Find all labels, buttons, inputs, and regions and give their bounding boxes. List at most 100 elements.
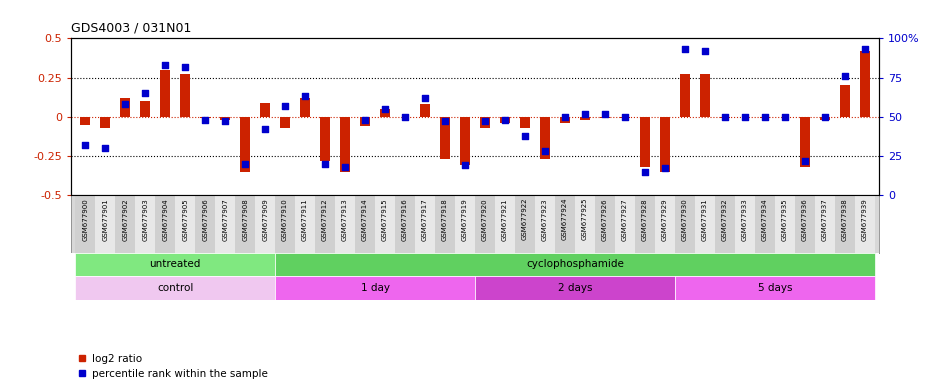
Legend: log2 ratio, percentile rank within the sample: log2 ratio, percentile rank within the s… (76, 354, 268, 379)
Text: GSM677933: GSM677933 (742, 198, 748, 241)
Text: GSM677924: GSM677924 (562, 198, 568, 240)
Bar (520, 117, 530, 128)
Bar (714, 195, 735, 253)
Bar (515, 195, 535, 253)
Bar (800, 117, 809, 167)
Bar (599, 117, 610, 118)
Text: GSM677936: GSM677936 (802, 198, 808, 241)
Point (198, 117, 213, 123)
Bar (535, 195, 555, 253)
Text: GSM677904: GSM677904 (162, 198, 168, 240)
Bar (200, 117, 210, 118)
Bar (855, 195, 875, 253)
Point (98, 145, 113, 151)
Bar (495, 195, 515, 253)
Text: GSM677932: GSM677932 (722, 198, 728, 240)
Text: GSM677929: GSM677929 (662, 198, 668, 240)
Text: GSM677928: GSM677928 (642, 198, 648, 240)
Point (518, 132, 533, 139)
Bar (615, 195, 635, 253)
Point (598, 111, 613, 117)
Bar (375, 195, 395, 253)
Bar (315, 195, 335, 253)
Text: GSM677908: GSM677908 (242, 198, 248, 241)
Bar (420, 104, 430, 117)
Bar (75, 195, 95, 253)
Bar (360, 117, 370, 126)
Bar (440, 117, 450, 159)
Text: GSM677926: GSM677926 (602, 198, 608, 240)
Text: GSM677914: GSM677914 (362, 198, 368, 240)
Bar (195, 195, 215, 253)
Bar (295, 195, 315, 253)
Bar (320, 117, 330, 161)
Text: GSM677930: GSM677930 (682, 198, 688, 241)
Bar (480, 117, 490, 128)
Bar (475, 195, 495, 253)
Bar (694, 195, 714, 253)
Point (158, 62, 173, 68)
Bar (815, 195, 835, 253)
Bar (75, 253, 275, 276)
Text: GSM677931: GSM677931 (702, 198, 708, 241)
Bar (760, 117, 770, 118)
Bar (335, 195, 355, 253)
Point (538, 148, 553, 154)
Text: GSM677915: GSM677915 (382, 198, 388, 240)
Bar (276, 253, 875, 276)
Text: GSM677912: GSM677912 (322, 198, 328, 240)
Point (717, 114, 732, 120)
Text: GSM677900: GSM677900 (83, 198, 88, 241)
Text: GSM677917: GSM677917 (422, 198, 428, 241)
Bar (860, 51, 870, 117)
Text: GDS4003 / 031N01: GDS4003 / 031N01 (71, 22, 192, 35)
Bar (155, 195, 175, 253)
Bar (121, 98, 130, 117)
Bar (674, 276, 875, 300)
Bar (795, 195, 815, 253)
Point (277, 103, 293, 109)
Bar (236, 195, 256, 253)
Bar (415, 195, 435, 253)
Point (238, 161, 253, 167)
Point (558, 114, 573, 120)
Text: GSM677902: GSM677902 (123, 198, 128, 240)
Bar (755, 195, 775, 253)
Bar (540, 117, 550, 159)
Text: GSM677910: GSM677910 (282, 198, 288, 241)
Point (817, 114, 832, 120)
Bar (256, 195, 276, 253)
Bar (220, 117, 230, 120)
Bar (340, 117, 351, 172)
Text: control: control (157, 283, 194, 293)
Point (357, 117, 372, 123)
Text: GSM677923: GSM677923 (542, 198, 548, 240)
Bar (141, 101, 150, 117)
Point (757, 114, 772, 120)
Point (837, 73, 852, 79)
Text: GSM677922: GSM677922 (522, 198, 528, 240)
Text: GSM677916: GSM677916 (402, 198, 408, 241)
Point (637, 169, 653, 175)
Bar (455, 195, 475, 253)
Bar (175, 195, 195, 253)
Text: GSM677918: GSM677918 (442, 198, 448, 241)
Bar (240, 117, 250, 172)
Bar (575, 195, 595, 253)
Bar (475, 276, 674, 300)
Point (78, 142, 93, 148)
Bar (700, 74, 710, 117)
Text: GSM677911: GSM677911 (302, 198, 308, 241)
Text: untreated: untreated (149, 259, 200, 269)
Bar (435, 195, 455, 253)
Point (737, 114, 752, 120)
Point (138, 90, 153, 96)
Point (457, 162, 472, 168)
Point (297, 93, 313, 99)
Point (777, 114, 792, 120)
Bar (380, 109, 390, 117)
Point (118, 101, 133, 107)
Bar (620, 117, 630, 118)
Bar (560, 117, 570, 123)
Bar (300, 98, 310, 117)
